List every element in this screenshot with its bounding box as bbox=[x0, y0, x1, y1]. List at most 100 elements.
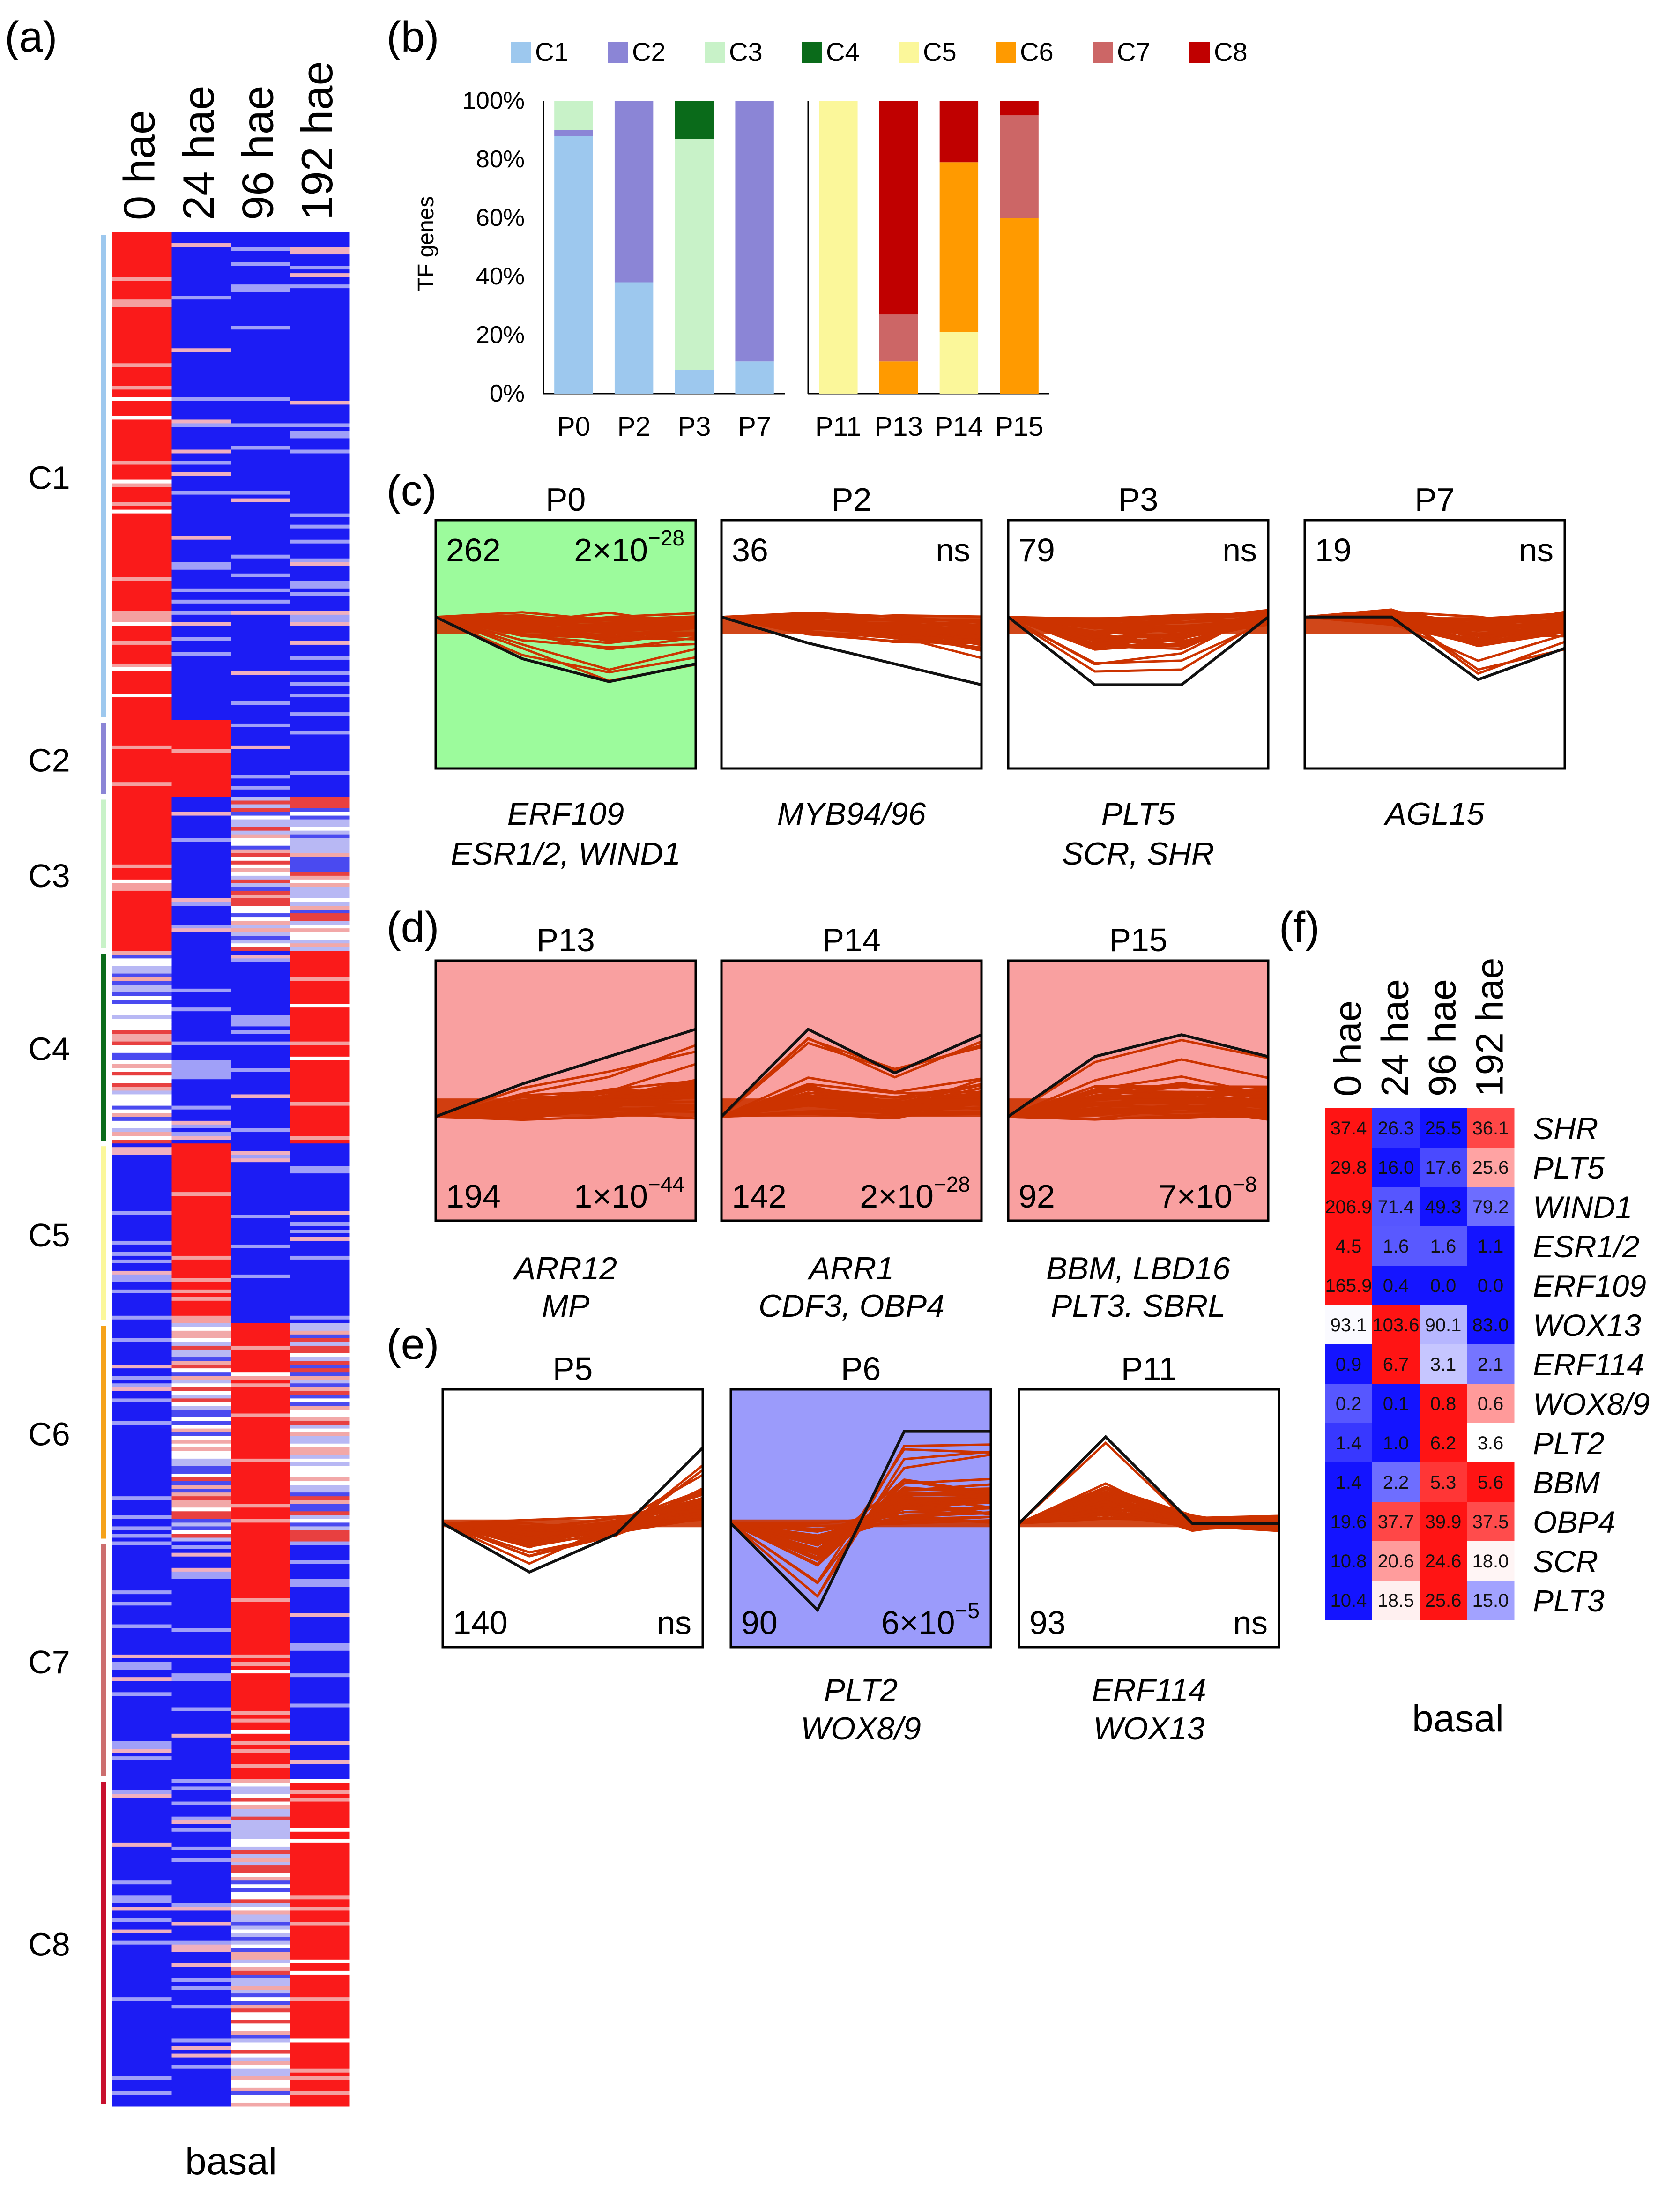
heatmap-cell bbox=[290, 1372, 350, 1376]
heatmap-cell bbox=[231, 247, 290, 251]
heatmap-cell bbox=[112, 1244, 172, 1249]
heatmap-cell bbox=[112, 1094, 172, 1099]
heatmap-cell bbox=[112, 1327, 172, 1331]
heatmap-cell bbox=[290, 1816, 350, 1821]
heatmap-cell bbox=[290, 1004, 350, 1008]
legend-label-c6: C6 bbox=[1020, 37, 1054, 67]
heatmap-cell bbox=[290, 879, 350, 884]
heatmap-cell bbox=[290, 1628, 350, 1633]
heatmap-cell bbox=[171, 251, 231, 255]
heatmap-cell bbox=[231, 1730, 290, 1734]
heatmap-cell bbox=[171, 1421, 231, 1425]
heatmap-cell bbox=[290, 1128, 350, 1133]
mean-profile-line bbox=[731, 1430, 991, 1612]
gene-heatmap-value: 18.0 bbox=[1472, 1551, 1509, 1572]
heatmap-cell bbox=[231, 1764, 290, 1768]
heatmap-cell bbox=[290, 1715, 350, 1719]
heatmap-cell bbox=[231, 281, 290, 285]
heatmap-cell bbox=[171, 543, 231, 548]
member-profile-line bbox=[443, 1497, 703, 1546]
heatmap-cell bbox=[231, 1323, 290, 1328]
heatmap-cell bbox=[231, 1188, 290, 1193]
heatmap-cell bbox=[171, 1128, 231, 1133]
heatmap-cell bbox=[112, 277, 172, 281]
heatmap-cell bbox=[171, 1715, 231, 1719]
heatmap-cell bbox=[231, 1745, 290, 1749]
x-tick-label: P11 bbox=[815, 411, 862, 442]
heatmap-cell bbox=[171, 1060, 231, 1065]
heatmap-cell bbox=[171, 1237, 231, 1241]
profile-border bbox=[441, 1388, 704, 1649]
heatmap-cell bbox=[290, 592, 350, 597]
heatmap-cell bbox=[112, 1259, 172, 1264]
heatmap-cell bbox=[231, 1192, 290, 1196]
heatmap-cell bbox=[290, 1413, 350, 1418]
heatmap-cell bbox=[231, 849, 290, 854]
heatmap-cell bbox=[171, 1436, 231, 1440]
heatmap-cell bbox=[231, 887, 290, 891]
heatmap-cell bbox=[231, 329, 290, 334]
heatmap-cell bbox=[112, 1940, 172, 1945]
heatmap-cell bbox=[112, 247, 172, 251]
heatmap-cell bbox=[112, 1711, 172, 1716]
heatmap-cell bbox=[231, 838, 290, 843]
gene-heatmap-value: 37.4 bbox=[1331, 1118, 1367, 1139]
heatmap-cell bbox=[290, 1151, 350, 1155]
heatmap-cell bbox=[171, 988, 231, 993]
heatmap-cell bbox=[231, 1094, 290, 1099]
heatmap-cell bbox=[171, 491, 231, 495]
heatmap-cell bbox=[231, 845, 290, 850]
heatmap-cell bbox=[171, 1079, 231, 1083]
cluster-bar-c5 bbox=[101, 1146, 106, 1320]
heatmap-cell bbox=[231, 2023, 290, 2028]
heatmap-cell bbox=[231, 1869, 290, 1873]
heatmap-cell bbox=[290, 314, 350, 319]
heatmap-cell bbox=[171, 1997, 231, 2001]
gene-heatmap-cell bbox=[1325, 1108, 1373, 1148]
heatmap-cell bbox=[231, 1922, 290, 1926]
heatmap-cell bbox=[171, 1756, 231, 1760]
heatmap-cell bbox=[290, 1166, 350, 1170]
heatmap-cell bbox=[112, 254, 172, 259]
heatmap-cell bbox=[171, 2098, 231, 2103]
heatmap-cell bbox=[112, 1263, 172, 1268]
heatmap-cell bbox=[290, 581, 350, 585]
heatmap-cell bbox=[231, 1158, 290, 1163]
heatmap-cell bbox=[112, 1004, 172, 1008]
heatmap-cell bbox=[290, 2046, 350, 2051]
heatmap-cell bbox=[171, 2027, 231, 2031]
heatmap-cell bbox=[231, 1733, 290, 1738]
heatmap-cell bbox=[290, 712, 350, 716]
heatmap-cell bbox=[112, 404, 172, 409]
heatmap-cell bbox=[112, 667, 172, 671]
heatmap-cell bbox=[290, 1922, 350, 1926]
heatmap-cell bbox=[171, 753, 231, 757]
heatmap-cell bbox=[290, 1380, 350, 1384]
heatmap-cell bbox=[231, 1820, 290, 1825]
heatmap-cell bbox=[112, 1768, 172, 1772]
heatmap-cell bbox=[290, 1395, 350, 1399]
heatmap-cell bbox=[290, 1658, 350, 1663]
heatmap-cell bbox=[171, 1049, 231, 1053]
y-tick-label: 60% bbox=[476, 204, 525, 231]
gene-heatmap-value: 0.0 bbox=[1478, 1276, 1504, 1296]
heatmap-cell bbox=[231, 775, 290, 779]
heatmap-cell bbox=[171, 1696, 231, 1700]
heatmap-cell bbox=[290, 614, 350, 619]
gene-heatmap-row-label: ERF114 bbox=[1533, 1347, 1644, 1382]
heatmap-cell bbox=[171, 694, 231, 698]
heatmap-cell bbox=[171, 468, 231, 473]
heatmap-cell bbox=[171, 1222, 231, 1226]
heatmap-cell bbox=[112, 547, 172, 552]
heatmap-cell bbox=[112, 1361, 172, 1365]
heatmap-cell bbox=[171, 1707, 231, 1712]
heatmap-cell bbox=[171, 442, 231, 446]
heatmap-cell bbox=[112, 1120, 172, 1125]
heatmap-cell bbox=[231, 1749, 290, 1753]
heatmap-cell bbox=[231, 860, 290, 865]
panel-label-d: (d) bbox=[387, 903, 439, 951]
heatmap-cell bbox=[290, 423, 350, 427]
heatmap-cell bbox=[171, 449, 231, 454]
heatmap-cell bbox=[171, 875, 231, 880]
heatmap-cell bbox=[171, 1673, 231, 1678]
